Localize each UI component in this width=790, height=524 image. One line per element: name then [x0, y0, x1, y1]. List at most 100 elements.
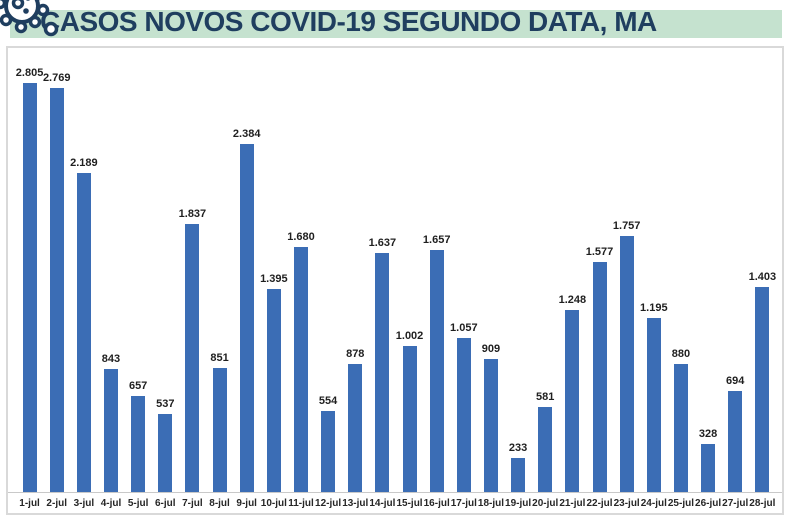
x-axis-slot: 18-jul	[477, 493, 504, 513]
bar-value-label: 657	[128, 380, 148, 392]
bar	[511, 458, 526, 492]
bar-slot: 581	[532, 48, 559, 492]
bar-value-label: 843	[101, 353, 121, 365]
x-axis-slot: 5-jul	[125, 493, 152, 513]
x-axis-label: 13-jul	[342, 497, 369, 509]
bar-value-label: 909	[481, 343, 501, 355]
x-axis-label: 17-jul	[450, 497, 477, 509]
x-axis-slot: 26-jul	[695, 493, 722, 513]
x-axis-label: 18-jul	[477, 497, 505, 509]
bar-slot: 878	[342, 48, 369, 492]
bar-slot: 1.577	[586, 48, 613, 492]
x-axis: 1-jul 2-jul 3-jul 4-jul 5-jul 6-jul 7-jul 8-jul…	[8, 493, 782, 513]
bar-value-label: 880	[671, 348, 691, 360]
bar-value-label: 1.057	[450, 322, 478, 334]
bar-value-label: 2.189	[70, 157, 98, 169]
bar	[429, 250, 444, 492]
x-axis-slot: 9-jul	[233, 493, 260, 513]
x-axis-label: 22-jul	[586, 497, 613, 509]
bar-value-label: 1.195	[640, 302, 668, 314]
x-axis-slot: 15-jul	[396, 493, 423, 513]
x-axis-label: 19-jul	[505, 497, 532, 509]
x-axis-slot: 21-jul	[559, 493, 586, 513]
bar-slot: 843	[97, 48, 124, 492]
bar-value-label: 233	[508, 442, 528, 454]
bar	[158, 414, 173, 492]
x-axis-slot: 24-jul	[640, 493, 667, 513]
x-axis-label: 8-jul	[209, 497, 230, 509]
x-axis-label: 2-jul	[46, 497, 67, 509]
bar	[375, 253, 390, 492]
bar-value-label: 1.002	[395, 330, 424, 342]
bar	[673, 364, 688, 492]
page-title: CASOS NOVOS COVID-19 SEGUNDO DATA, MA	[40, 6, 657, 37]
bar-slot: 657	[125, 48, 152, 492]
x-axis-slot: 16-jul	[423, 493, 450, 513]
x-axis-label: 5-jul	[127, 497, 149, 509]
x-axis-label: 1-jul	[19, 497, 40, 509]
bar-value-label: 1.837	[178, 208, 207, 220]
bar-slot: 1.680	[287, 48, 315, 492]
bar-slot: 554	[315, 48, 342, 492]
x-axis-slot: 25-jul	[667, 493, 694, 513]
bar	[266, 289, 281, 492]
bar-slot: 1.057	[450, 48, 478, 492]
x-axis-slot: 8-jul	[206, 493, 233, 513]
bar-value-label: 878	[346, 348, 365, 360]
bar	[131, 396, 146, 492]
bar-slot: 537	[152, 48, 179, 492]
x-axis-slot: 28-jul	[749, 493, 776, 513]
bar-value-label: 1.577	[585, 246, 614, 258]
x-axis-slot: 4-jul	[97, 493, 124, 513]
bar-value-label: 1.403	[748, 271, 777, 283]
bar-slot: 1.195	[640, 48, 668, 492]
x-axis-label: 12-jul	[315, 497, 342, 509]
x-axis-label: 9-jul	[236, 497, 257, 509]
x-axis-slot: 22-jul	[586, 493, 613, 513]
bar	[701, 444, 716, 492]
bar-slot: 1.637	[369, 48, 396, 492]
x-axis-slot: 2-jul	[43, 493, 70, 513]
bar-slot: 1.757	[613, 48, 640, 492]
bar-value-label: 1.248	[558, 294, 587, 306]
bar	[728, 391, 743, 492]
bar-value-label: 537	[156, 398, 175, 410]
x-axis-slot: 23-jul	[613, 493, 640, 513]
x-axis-label: 20-jul	[532, 497, 559, 509]
bar-slot: 1.395	[260, 48, 288, 492]
x-axis-label: 23-jul	[613, 497, 640, 509]
bar	[212, 368, 227, 492]
bar-value-label: 1.637	[368, 237, 397, 249]
x-axis-label: 10-jul	[260, 497, 287, 509]
bar-slot: 694	[722, 48, 749, 492]
virus-icon	[0, 0, 59, 37]
bar-slot: 2.769	[43, 48, 70, 492]
bar-slot: 1.002	[396, 48, 423, 492]
bar	[239, 144, 254, 492]
x-axis-slot: 17-jul	[450, 493, 477, 513]
x-axis-label: 26-jul	[695, 497, 722, 509]
x-axis-slot: 20-jul	[532, 493, 559, 513]
x-axis-label: 14-jul	[369, 497, 396, 509]
bar-slot: 233	[505, 48, 532, 492]
x-axis-label: 16-jul	[423, 497, 450, 509]
bar	[22, 83, 37, 492]
bar	[483, 359, 498, 492]
x-axis-label: 15-jul	[396, 497, 423, 509]
bar-value-label: 2.805	[15, 67, 44, 79]
x-axis-slot: 13-jul	[342, 493, 369, 513]
bar	[755, 287, 770, 492]
bar	[646, 318, 661, 492]
x-axis-slot: 1-jul	[16, 493, 43, 513]
bar	[456, 338, 471, 492]
x-axis-slot: 7-jul	[179, 493, 206, 513]
bar	[538, 407, 553, 492]
x-axis-label: 3-jul	[73, 497, 95, 509]
bar	[321, 411, 336, 492]
x-axis-slot: 6-jul	[152, 493, 179, 513]
bar-value-label: 2.769	[42, 72, 71, 84]
x-axis-slot: 3-jul	[70, 493, 97, 513]
x-axis-label: 27-jul	[722, 497, 749, 509]
bar-value-label: 1.395	[260, 273, 288, 285]
